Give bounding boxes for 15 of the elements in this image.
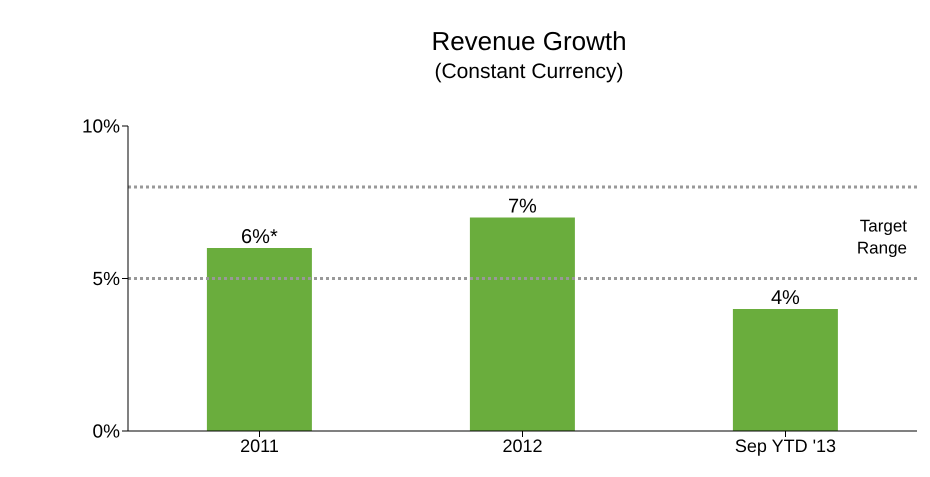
chart-title: Revenue Growth <box>430 26 628 57</box>
x-tick-label: 2012 <box>502 436 543 456</box>
x-tick-label: 2011 <box>240 436 279 456</box>
ref-line-label: Target Range <box>856 216 908 258</box>
y-tick-label: 5% <box>92 269 120 290</box>
data-label: 4% <box>770 287 800 309</box>
data-label: 7% <box>508 196 538 218</box>
bar <box>206 248 312 431</box>
y-tick-label: 10% <box>82 116 120 138</box>
y-tick-label: 0% <box>92 422 120 443</box>
bar <box>732 309 838 431</box>
bar <box>470 218 575 431</box>
chart-subtitle: (Constant Currency) <box>433 60 625 84</box>
x-tick-label: Sep YTD '13 <box>734 436 836 456</box>
data-label: 6%* <box>241 226 278 248</box>
